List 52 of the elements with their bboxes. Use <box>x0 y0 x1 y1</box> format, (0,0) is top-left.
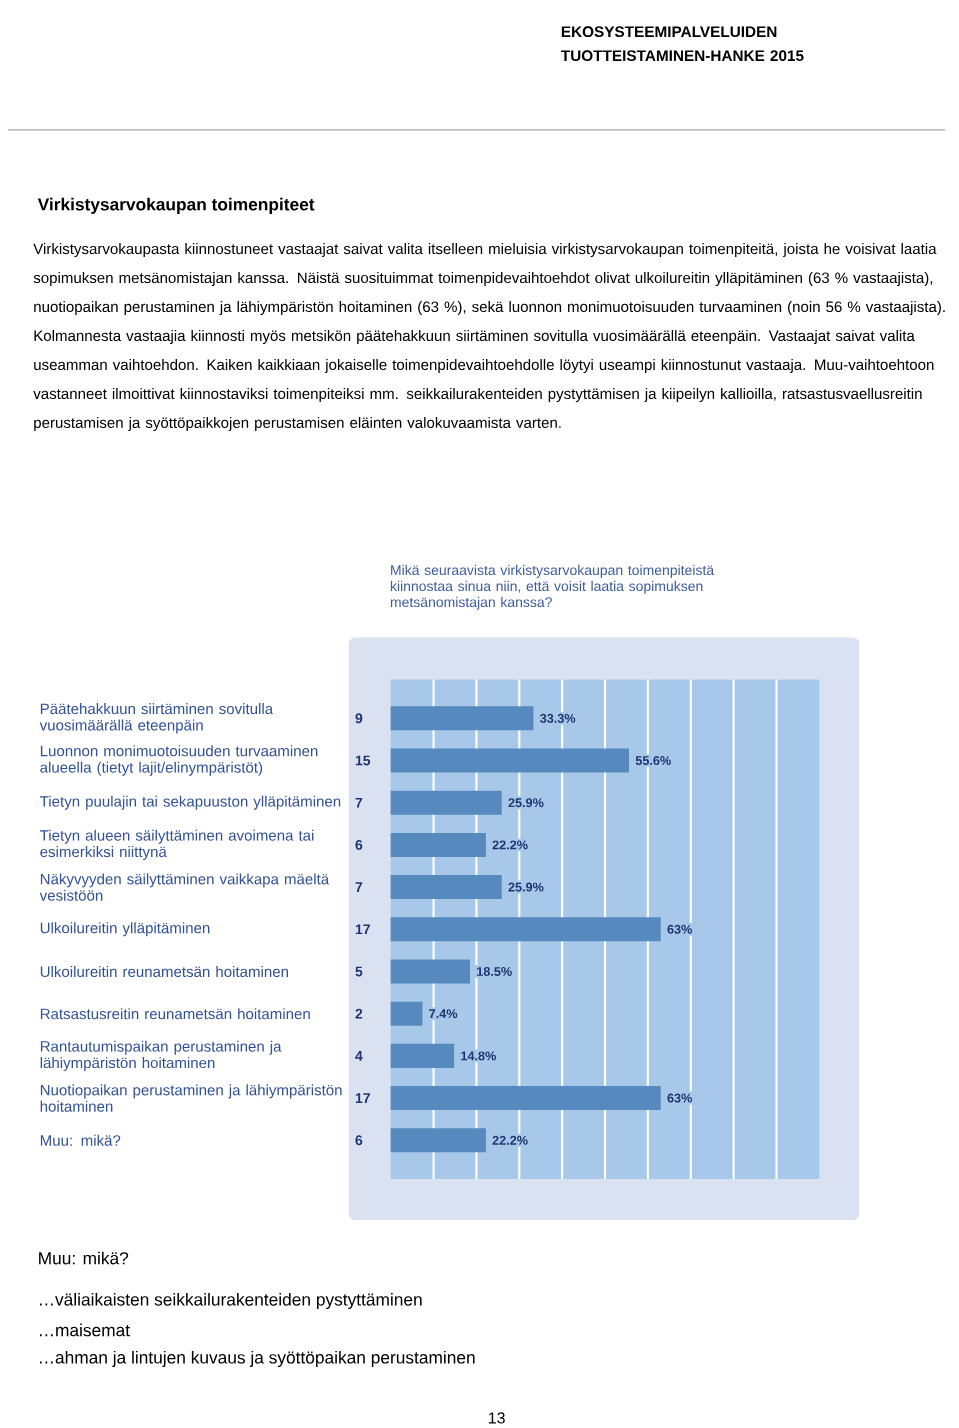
text: 6 <box>355 1135 363 1146</box>
y-tick-label: Tietyn puulajin tai sekapuuston ylläpitäminen <box>39 795 341 810</box>
data-label: 25.9% <box>508 882 544 892</box>
text: 2 <box>355 1008 363 1019</box>
data-label: 25.9% <box>508 798 544 808</box>
bar <box>390 1043 455 1068</box>
bar <box>390 875 502 900</box>
text: 17 <box>355 1093 370 1103</box>
bar <box>390 748 629 773</box>
text: …ahman ja lintujen kuvaus ja syöttöpaikan perustaminen <box>39 1350 475 1368</box>
data-label: 22.2% <box>492 1135 528 1145</box>
data-label: 55.6% <box>635 756 671 765</box>
bar <box>390 1086 661 1111</box>
data-label: 14.8% <box>461 1051 496 1061</box>
y-tick-label: Luonnon monimuotoisuuden turvaaminen alueella (tietyt lajit/elinympäristöt) <box>40 745 318 776</box>
data-label: 22.2% <box>492 840 528 850</box>
data-label: 63% <box>667 1093 692 1103</box>
data-label: 63% <box>667 924 692 934</box>
y-tick-label: Päätehakkuun siirtäminen sovitulla vuosimäärällä eteenpäin <box>39 703 273 734</box>
y-tick-label: Tietyn alueen säilyttäminen avoimena tai esimerkiksi niittynä <box>39 829 314 861</box>
data-label: 7.4% <box>429 1009 458 1019</box>
data-label: 33.3% <box>539 713 576 723</box>
text: Virkistysarvokaupan toimenpiteet <box>37 197 315 214</box>
text: 9 <box>355 713 363 724</box>
y-tick-label: Ulkoilureitin ylläpitäminen <box>40 922 210 937</box>
y-tick-label: Ulkoilureitin reunametsän hoitaminen <box>40 965 288 978</box>
chart-subtitle: Mikä seuraavista virkistysarvokaupan toimenpiteistä kiinnostaa sinua niin, että voisit laatia sopimuksen metsänomistajan kanssa? <box>390 564 714 610</box>
text: 7 <box>355 797 363 808</box>
bar <box>390 790 502 815</box>
bar <box>390 1001 423 1026</box>
bar <box>390 917 661 942</box>
bar <box>390 1128 486 1153</box>
y-tick-label: Rantautumispaikan perustaminen ja lähiympäristön hoitaminen <box>40 1040 282 1072</box>
text: EKOSYSTEEMIPALVELUIDEN TUOTTEISTAMINEN-HANKE 2015 <box>560 26 804 62</box>
text: 6 <box>355 839 363 850</box>
text: 7 <box>355 882 363 892</box>
text: 15 <box>355 755 371 766</box>
bar <box>390 706 534 731</box>
text: …väliaikaisten seikkailurakenteiden pystyttäminen <box>39 1292 422 1310</box>
text: 17 <box>355 924 370 935</box>
text: …maisemat <box>39 1323 130 1337</box>
text: 13 <box>488 1412 505 1424</box>
text: Virkistysarvokaupasta kiinnostuneet vastaajat saivat valita itselleen mieluisia virkistysarvokaupan toimenpiteitä, joista he voisivat laatia sopimuksen metsänomistajan kanssa. Näistä suosituimmat toimenpidevaihtoehdot olivat ulkoilureitin ylläpitäminen (63 % vastaajista), nuotiopaikan perustaminen ja lähiympäristön hoitaminen (63 %), sekä luonnon monimuotoisuuden turvaaminen (noin 56 % vastaajista). Kolmannesta vastaajia kiinnosti myös metsikön päätehakkuun siirtäminen sovitulla vuosimäärällä eteenpäin. Vastaajat saivat valita useamman vaihtoehdon. Kaiken kaikkiaan jokaiselle toimenpidevaihtoehdolle löytyi useampi kiinnostunut vastaaja. Muu-vaihtoehtoon vastanneet ilmoittivat kiinnostaviksi toimenpiteiksi mm. seikkailurakenteiden pystyttämisen ja kiipeilyn kallioilla, ratsastusvaellusreitin perustamisen ja syöttöpaikkojen perustamisen eläinten valokuvaamista varten. <box>33 243 945 431</box>
text: 4 <box>355 1051 363 1061</box>
y-tick-label: Ratsastusreitin reunametsän hoitaminen <box>40 1008 310 1020</box>
data-label: 18.5% <box>476 967 512 976</box>
bar <box>390 832 486 857</box>
y-tick-label: Nuotiopaikan perustaminen ja lähiympäristön hoitaminen <box>40 1084 342 1112</box>
text: 5 <box>355 966 363 977</box>
y-tick-label: Näkyvyyden säilyttäminen vaikkapa mäeltä vesistöön <box>39 873 329 901</box>
y-tick-label: Muu: mikä? <box>40 1134 121 1146</box>
bar <box>390 959 470 984</box>
